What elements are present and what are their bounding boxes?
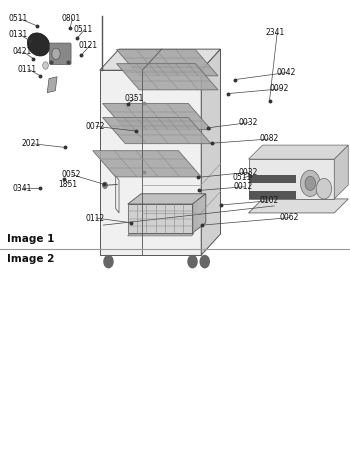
Polygon shape — [103, 103, 211, 130]
Circle shape — [305, 176, 315, 190]
Text: 0131: 0131 — [9, 30, 28, 39]
Polygon shape — [334, 145, 348, 199]
Text: Image 1: Image 1 — [7, 234, 54, 244]
Polygon shape — [248, 199, 348, 213]
Text: 0421: 0421 — [12, 47, 32, 57]
Polygon shape — [93, 151, 201, 177]
Text: 0102: 0102 — [259, 196, 278, 205]
Ellipse shape — [27, 33, 50, 56]
FancyBboxPatch shape — [50, 43, 71, 65]
Text: 2021: 2021 — [21, 139, 40, 148]
Text: 0042: 0042 — [276, 68, 296, 77]
Text: 0112: 0112 — [86, 213, 105, 223]
Polygon shape — [193, 194, 206, 233]
Text: 0032: 0032 — [238, 168, 257, 177]
Circle shape — [103, 182, 107, 189]
Text: 0032: 0032 — [238, 118, 257, 127]
Polygon shape — [100, 70, 201, 255]
Bar — [248, 191, 296, 199]
Text: 0341: 0341 — [12, 183, 32, 193]
Text: 0801: 0801 — [61, 14, 80, 23]
Polygon shape — [117, 50, 218, 76]
Polygon shape — [248, 145, 348, 159]
Text: 1851: 1851 — [58, 180, 77, 189]
Text: Image 2: Image 2 — [7, 254, 54, 263]
Polygon shape — [47, 77, 57, 93]
Circle shape — [43, 62, 48, 69]
Text: 0511: 0511 — [9, 14, 28, 23]
Polygon shape — [128, 194, 206, 204]
Polygon shape — [117, 64, 218, 90]
Text: 2341: 2341 — [266, 28, 285, 37]
Bar — [248, 175, 296, 183]
Circle shape — [316, 178, 332, 199]
Text: 0121: 0121 — [79, 41, 98, 50]
Polygon shape — [100, 49, 220, 70]
Text: 0511: 0511 — [74, 25, 93, 34]
Polygon shape — [128, 234, 193, 236]
Text: 0072: 0072 — [86, 122, 105, 131]
Text: 0052: 0052 — [61, 170, 80, 179]
Text: 0092: 0092 — [270, 84, 289, 94]
Polygon shape — [201, 49, 220, 255]
Polygon shape — [103, 117, 211, 144]
Text: 0351: 0351 — [124, 94, 144, 103]
Circle shape — [300, 170, 320, 197]
Circle shape — [200, 256, 209, 268]
Circle shape — [188, 256, 197, 268]
Text: 0012: 0012 — [234, 182, 253, 191]
Polygon shape — [248, 159, 334, 199]
Circle shape — [52, 48, 60, 59]
Text: 0082: 0082 — [259, 134, 278, 144]
Polygon shape — [128, 204, 192, 233]
Polygon shape — [116, 176, 119, 213]
Text: 0511: 0511 — [233, 173, 252, 183]
Text: 0111: 0111 — [18, 65, 37, 74]
Text: 0062: 0062 — [279, 213, 299, 222]
Circle shape — [104, 256, 113, 268]
